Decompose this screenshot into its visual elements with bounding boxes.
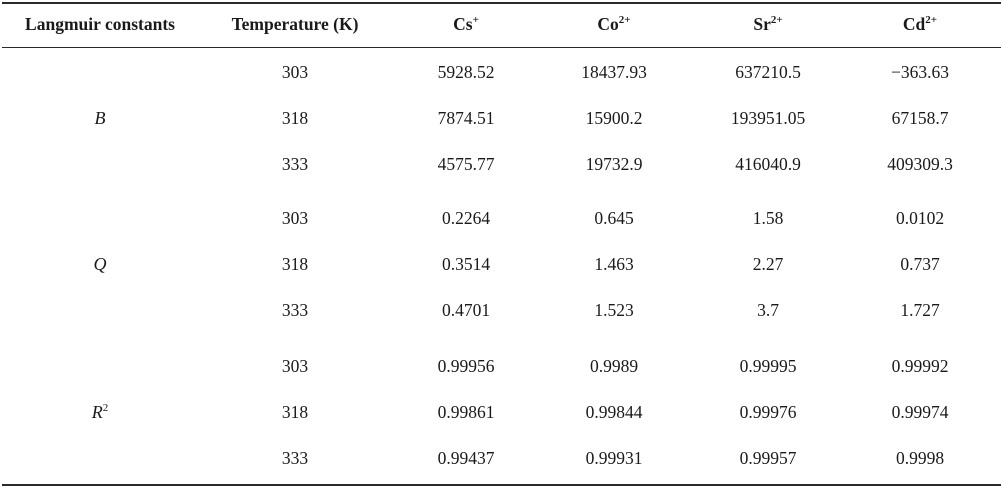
header-sr-symbol: Sr <box>753 14 771 34</box>
table-cell-cs: 0.99437 <box>437 448 495 468</box>
table-cell-cs: 4575.77 <box>437 154 495 174</box>
table-cell-co: 1.463 <box>594 254 634 274</box>
header-co-symbol: Co <box>597 14 619 34</box>
header-cs-charge: + <box>472 14 479 27</box>
table-cell-cd: 0.99992 <box>891 356 949 376</box>
group-label-0: B <box>95 108 106 129</box>
table-cell-temp: 318 <box>281 108 309 128</box>
table-cell-co: 0.99844 <box>585 402 643 422</box>
header-langmuir-constants: Langmuir constants <box>25 14 175 35</box>
table-cell-cd: 1.727 <box>900 300 940 320</box>
group-label-text: B <box>94 108 106 128</box>
table-cell-cd: −363.63 <box>891 62 949 82</box>
table-cell-cd: 0.9998 <box>895 448 945 468</box>
table-cell-cs: 0.99861 <box>437 402 495 422</box>
table-cell-sr: 1.58 <box>752 208 784 228</box>
table-cell-sr: 0.99976 <box>739 402 797 422</box>
table-cell-cd: 0.99974 <box>891 402 949 422</box>
table-cell-co: 0.9989 <box>589 356 639 376</box>
table-cell-co: 19732.9 <box>585 154 643 174</box>
header-cd-charge: 2+ <box>925 14 938 27</box>
header-co: Co2+ <box>597 14 630 35</box>
header-temperature: Temperature (K) <box>232 14 359 35</box>
table-cell-co: 0.645 <box>594 208 634 228</box>
header-temperature-text: Temperature (K) <box>231 14 359 34</box>
table-cell-temp: 333 <box>281 448 309 468</box>
table-cell-temp: 303 <box>281 208 309 228</box>
table-cell-temp: 318 <box>281 254 309 274</box>
header-cs-symbol: Cs <box>453 14 473 34</box>
header-sr: Sr2+ <box>753 14 782 35</box>
group-label-superscript: 2 <box>102 402 109 414</box>
table-cell-cs: 7874.51 <box>437 108 495 128</box>
table-cell-sr: 3.7 <box>757 300 779 320</box>
group-label-2: R2 <box>92 402 109 423</box>
table-cell-co: 15900.2 <box>585 108 643 128</box>
header-langmuir-constants-text: Langmuir constants <box>25 14 175 34</box>
header-co-charge: 2+ <box>618 14 631 27</box>
table-cell-cs: 0.3514 <box>441 254 491 274</box>
table-cell-cs: 0.2264 <box>441 208 491 228</box>
table-cell-temp: 333 <box>281 300 309 320</box>
table-cell-co: 1.523 <box>594 300 634 320</box>
table-cell-cd: 409309.3 <box>887 154 953 174</box>
group-label-text: R <box>91 402 103 422</box>
table-cell-temp: 318 <box>281 402 309 422</box>
table-cell-sr: 193951.05 <box>730 108 806 128</box>
table-cell-sr: 637210.5 <box>735 62 801 82</box>
table-cell-cd: 0.0102 <box>895 208 945 228</box>
header-cd: Cd2+ <box>903 14 937 35</box>
group-label-1: Q <box>94 254 107 275</box>
table-cell-cs: 5928.52 <box>437 62 495 82</box>
header-rule <box>2 47 1001 48</box>
table-cell-cs: 0.4701 <box>441 300 491 320</box>
table-cell-cd: 67158.7 <box>891 108 949 128</box>
table-cell-sr: 0.99957 <box>739 448 797 468</box>
header-cd-symbol: Cd <box>902 14 926 34</box>
table-cell-sr: 0.99995 <box>739 356 797 376</box>
table-cell-temp: 303 <box>281 356 309 376</box>
top-rule <box>2 2 1001 4</box>
bottom-rule <box>2 484 1001 486</box>
header-cs: Cs+ <box>453 14 479 35</box>
table-cell-sr: 416040.9 <box>735 154 801 174</box>
table-cell-sr: 2.27 <box>752 254 784 274</box>
table-cell-cs: 0.99956 <box>437 356 495 376</box>
table-cell-temp: 303 <box>281 62 309 82</box>
group-label-text: Q <box>93 254 107 274</box>
table-cell-co: 18437.93 <box>581 62 647 82</box>
table-cell-co: 0.99931 <box>585 448 643 468</box>
table-cell-temp: 333 <box>281 154 309 174</box>
header-sr-charge: 2+ <box>770 14 783 27</box>
table-cell-cd: 0.737 <box>900 254 940 274</box>
